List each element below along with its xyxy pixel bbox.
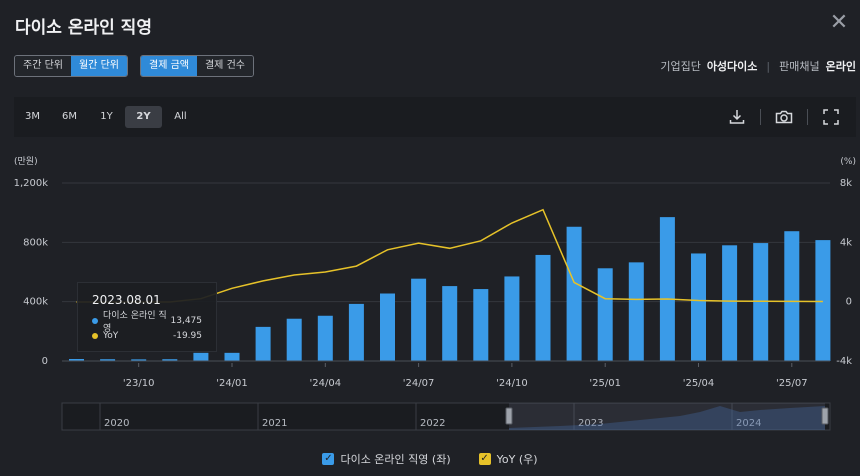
right-tick-label: 8k xyxy=(840,178,852,189)
series2-dot xyxy=(92,332,98,339)
right-tick-label: -4k xyxy=(836,356,852,367)
chart-legend: ✓ 다이소 온라인 직영 (좌) ✓ YoY (우) xyxy=(0,451,860,467)
left-tick-label: 400k xyxy=(23,297,48,308)
download-icon[interactable] xyxy=(720,106,754,128)
group-value: 아성다이소 xyxy=(706,60,758,73)
checkbox-icon: ✓ xyxy=(322,453,335,465)
tooltip-row-series2: YoY -19.95 xyxy=(92,328,202,343)
tooltip-row-series1: 다이소 온라인 직영 13,475 xyxy=(92,311,203,334)
tooltip-series2-value: -19.95 xyxy=(172,330,202,341)
navigator-year-label: 2020 xyxy=(104,418,129,429)
range-selector: 3M 6M 1Y 2Y All xyxy=(14,106,199,128)
range-1y[interactable]: 1Y xyxy=(100,111,113,122)
tool-divider xyxy=(760,109,761,125)
bar xyxy=(691,253,706,361)
bar xyxy=(535,254,551,361)
legend-item-line[interactable]: ✓ YoY (우) xyxy=(478,451,538,467)
bar xyxy=(131,359,147,361)
chart-tooltip: 2023.08.01 다이소 온라인 직영 13,475 YoY -19.95 xyxy=(77,282,217,352)
group-label: 기업집단 xyxy=(660,60,701,73)
meta-info: 기업집단 아성다이소 | 판매채널 온라인 xyxy=(660,58,856,74)
bar xyxy=(100,359,116,361)
monthly-button[interactable]: 월간 단위 xyxy=(70,56,127,76)
tooltip-series2-name: YoY xyxy=(103,330,119,341)
bar xyxy=(69,359,84,361)
x-tick-label: '24/04 xyxy=(310,378,342,389)
x-tick-label: '24/01 xyxy=(216,378,248,389)
navigator-handle[interactable] xyxy=(821,407,829,425)
camera-icon[interactable] xyxy=(767,106,801,128)
range-3m[interactable]: 3M xyxy=(25,111,40,122)
x-tick-label: '23/10 xyxy=(123,378,155,389)
left-tick-label: 0 xyxy=(42,356,48,367)
navigator-year-label: 2022 xyxy=(420,418,445,429)
bar xyxy=(784,231,800,361)
channel-value: 온라인 xyxy=(825,60,856,73)
close-icon[interactable]: ✕ xyxy=(829,10,849,35)
chart-tools xyxy=(720,106,848,128)
x-tick-label: '24/07 xyxy=(403,378,435,389)
tool-divider xyxy=(807,109,808,125)
bar xyxy=(286,318,302,361)
range-6m[interactable]: 6M xyxy=(62,111,77,122)
navigator-selection xyxy=(509,403,825,430)
right-axis-unit: (%) xyxy=(840,157,856,167)
legend-item-bar[interactable]: ✓ 다이소 온라인 직영 (좌) xyxy=(322,451,451,467)
navigator-year-label: 2021 xyxy=(262,418,287,429)
legend-label-bar: 다이소 온라인 직영 (좌) xyxy=(340,453,451,466)
bar xyxy=(442,286,458,361)
x-tick-label: '25/01 xyxy=(589,378,621,389)
bar xyxy=(224,352,240,361)
bar xyxy=(504,276,520,361)
right-tick-label: 4k xyxy=(840,237,852,248)
left-axis-unit: (만원) xyxy=(14,156,38,167)
bar xyxy=(628,262,644,361)
navigator-year-label: 2024 xyxy=(736,418,761,429)
bar xyxy=(411,278,427,361)
bar xyxy=(815,240,831,361)
bar xyxy=(473,289,489,361)
navigator-area xyxy=(509,406,825,430)
navigator-year-label: 2023 xyxy=(578,418,603,429)
x-tick-label: '25/07 xyxy=(776,378,808,389)
bar xyxy=(566,226,582,361)
bar xyxy=(753,243,769,361)
range-2y[interactable]: 2Y xyxy=(125,106,162,128)
bar xyxy=(380,293,395,361)
bar xyxy=(317,315,333,361)
tooltip-series1-name: 다이소 온라인 직영 xyxy=(103,310,167,334)
bar xyxy=(659,217,675,361)
legend-label-line: YoY (우) xyxy=(496,453,538,466)
bar xyxy=(193,352,209,361)
series1-dot xyxy=(92,317,98,324)
bar xyxy=(722,245,738,361)
checkbox-icon: ✓ xyxy=(478,453,491,465)
window-title: 다이소 온라인 직영 xyxy=(15,18,152,38)
left-tick-label: 800k xyxy=(23,237,48,248)
navigator-handle[interactable] xyxy=(505,407,513,425)
meta-divider: | xyxy=(766,59,771,73)
x-tick-label: '24/10 xyxy=(496,378,528,389)
bar xyxy=(597,268,613,361)
amount-button[interactable]: 결제 금액 xyxy=(141,56,197,76)
bar xyxy=(255,326,271,361)
weekly-button[interactable]: 주간 단위 xyxy=(15,56,71,76)
tooltip-series1-value: 13,475 xyxy=(170,315,203,326)
x-tick-label: '25/04 xyxy=(683,378,715,389)
bar xyxy=(162,359,178,361)
count-button[interactable]: 결제 건수 xyxy=(196,56,253,76)
metric-toggle: 결제 금액 결제 건수 xyxy=(140,55,254,77)
range-all[interactable]: All xyxy=(174,111,187,122)
bar xyxy=(348,303,364,361)
tooltip-date: 2023.08.01 xyxy=(92,293,161,307)
right-tick-label: 0 xyxy=(846,297,852,308)
left-tick-label: 1,200k xyxy=(14,178,49,189)
channel-label: 판매채널 xyxy=(779,60,820,73)
navigator xyxy=(61,402,831,431)
fullscreen-icon[interactable] xyxy=(814,106,848,128)
unit-toggle: 주간 단위 월간 단위 xyxy=(14,55,128,77)
